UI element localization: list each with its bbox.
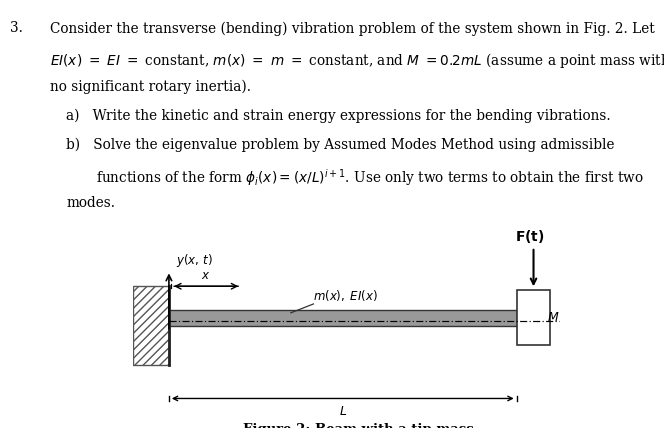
Text: $L$: $L$ <box>339 405 347 418</box>
Text: $y(x,\,t)$: $y(x,\,t)$ <box>176 252 212 268</box>
Text: no significant rotary inertia).: no significant rotary inertia). <box>50 80 251 94</box>
Bar <box>133 286 169 365</box>
Text: $EI(x)$ $=$ $EI$ $=$ constant, $m(x)$ $=$ $m$ $=$ constant, and $M$ $= 0.2mL$ (a: $EI(x)$ $=$ $EI$ $=$ constant, $m(x)$ $=… <box>50 51 664 69</box>
Text: $M$: $M$ <box>547 311 560 324</box>
Text: $\mathbf{F(t)}$: $\mathbf{F(t)}$ <box>515 228 545 245</box>
Text: Figure 2: Beam with a tip mass: Figure 2: Beam with a tip mass <box>243 423 474 428</box>
Text: a)   Write the kinetic and strain energy expressions for the bending vibrations.: a) Write the kinetic and strain energy e… <box>66 109 611 123</box>
Text: modes.: modes. <box>66 196 116 210</box>
Text: b)   Solve the eigenvalue problem by Assumed Modes Method using admissible: b) Solve the eigenvalue problem by Assum… <box>66 138 615 152</box>
Text: $m(x),\; EI(x)$: $m(x),\; EI(x)$ <box>313 288 378 303</box>
Bar <box>169 310 517 326</box>
Text: functions of the form $\phi_i(x) = (x/L)^{i+1}$. Use only two terms to obtain th: functions of the form $\phi_i(x) = (x/L)… <box>96 167 644 188</box>
Text: 3.: 3. <box>10 21 23 36</box>
Text: Consider the transverse (bending) vibration problem of the system shown in Fig. : Consider the transverse (bending) vibrat… <box>50 21 655 36</box>
Bar <box>517 290 550 345</box>
Text: $x$: $x$ <box>201 269 211 282</box>
